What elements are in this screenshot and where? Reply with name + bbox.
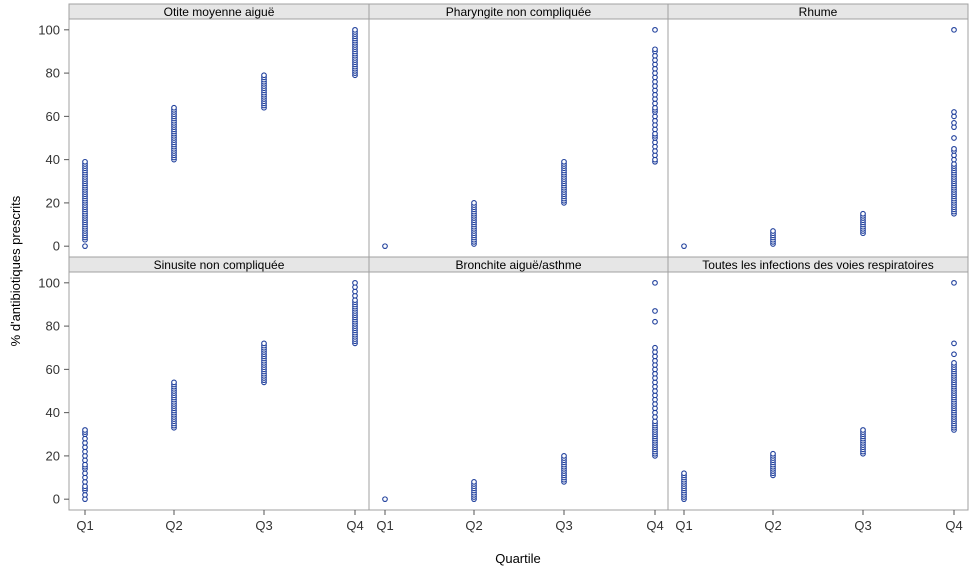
y-tick-label-0-0: 0 [53,239,60,254]
panel-header-sinusite-non-compliquee [69,257,369,272]
x-tick-label-1-q4: Q4 [646,518,663,533]
panel-frame-rhume [667,3,969,258]
x-tick-label-1-q1: Q1 [376,518,393,533]
data-point-rhume-q4-28 [951,135,957,141]
data-point-toutes-les-infections-des-voies-respiratoires-q2-10 [770,450,776,457]
data-points [82,26,957,503]
data-point-bronchite-aigue-asthme-q4-34 [652,318,658,325]
y-tick-label-0-40: 40 [46,152,60,167]
data-point-pharyngite-non-compliquee-q4-30 [652,26,658,33]
data-point-otite-moyenne-aigue-q1-0 [82,243,88,250]
data-point-rhume-q4-30 [951,120,957,126]
y-tick-label-1-0: 0 [53,492,60,507]
panel-header-otite-moyenne-aigue [69,4,369,19]
y-tick-label-1-100: 100 [38,275,60,290]
data-point-rhume-q1-0 [681,243,687,250]
data-point-toutes-les-infections-des-voies-respiratoires-q4-31 [951,360,957,366]
data-point-rhume-q4-33 [951,26,957,33]
y-tick-label-0-60: 60 [46,109,60,124]
data-point-toutes-les-infections-des-voies-respiratoires-q4-32 [951,351,957,358]
x-tick-label-2-q4: Q4 [945,518,962,533]
data-point-otite-moyenne-aigue-q1-37 [82,158,88,165]
panel-frame-bronchite-aigue-asthme [368,256,669,511]
panel-title-toutes-les-infections-des-voies-respiratoires: Toutes les infections des voies respirat… [702,258,933,272]
x-tick-label-0-q1: Q1 [76,518,93,533]
panel-title-pharyngite-non-compliquee: Pharyngite non compliquée [446,5,592,19]
data-point-rhume-q2-6 [770,228,776,234]
x-tick-label-2-q2: Q2 [764,518,781,533]
data-point-bronchite-aigue-asthme-q4-35 [652,308,658,314]
axes: 0 20 40 60 80 100 0 20 40 60 80 100 Q1 Q2 Q3 Q4 Q1 Q2 Q3 Q4… [38,22,962,533]
data-point-toutes-les-infections-des-voies-respiratoires-q1-12 [681,470,687,477]
data-point-pharyngite-non-compliquee-q4-29 [652,46,658,53]
data-point-bronchite-aigue-asthme-q4-33 [652,344,658,351]
panel-header-toutes-les-infections-des-voies-respiratoires [668,257,968,272]
y-tick-label-0-80: 80 [46,66,60,81]
data-point-otite-moyenne-aigue-q2-24 [171,104,177,111]
data-point-otite-moyenne-aigue-q3-15 [261,72,267,79]
data-point-rhume-q3-9 [860,210,866,217]
data-point-bronchite-aigue-asthme-q2-8 [471,479,477,485]
data-point-toutes-les-infections-des-voies-respiratoires-q4-34 [951,279,957,286]
data-point-pharyngite-non-compliquee-q1-0 [382,243,388,250]
x-tick-label-0-q2: Q2 [165,518,182,533]
y-tick-label-0-100: 100 [38,22,60,37]
panel-header-pharyngite-non-compliquee [369,4,668,19]
data-point-bronchite-aigue-asthme-q3-12 [561,453,567,459]
panel-frame-otite-moyenne-aigue [68,3,370,258]
data-point-toutes-les-infections-des-voies-respiratoires-q4-33 [951,340,957,347]
data-point-sinusite-non-compliquee-q1-19 [82,427,88,433]
data-point-sinusite-non-compliquee-q3-18 [261,340,267,347]
panel-frame-pharyngite-non-compliquee [368,3,669,258]
data-point-bronchite-aigue-asthme-q1-0 [382,496,388,503]
y-axis-title: % d'antibiotiques prescrits [8,195,23,346]
data-point-rhume-q4-27 [951,145,957,152]
y-tick-label-1-20: 20 [46,448,60,463]
panel-title-sinusite-non-compliquee: Sinusite non compliquée [154,258,285,272]
panel-title-rhume: Rhume [799,5,838,19]
x-tick-label-0-q4: Q4 [346,518,363,533]
x-axis-title: Quartile [495,551,541,566]
data-point-toutes-les-infections-des-voies-respiratoires-q3-11 [860,427,866,433]
y-tick-label-1-60: 60 [46,362,60,377]
panel-frame-sinusite-non-compliquee [68,256,370,511]
panel-header-bronchite-aigue-asthme [369,257,668,272]
data-point-rhume-q4-32 [951,109,957,115]
data-point-sinusite-non-compliquee-q4-24 [352,279,358,286]
panel-title-bronchite-aigue-asthme: Bronchite aiguë/asthme [455,258,581,272]
y-tick-label-0-20: 20 [46,195,60,210]
data-point-otite-moyenne-aigue-q4-21 [352,26,358,33]
panel-header-rhume [668,4,968,19]
panel-frame-toutes-les-infections-des-voies-respiratoires [667,256,969,511]
x-tick-label-1-q2: Q2 [465,518,482,533]
data-point-sinusite-non-compliquee-q2-21 [171,379,177,386]
data-point-bronchite-aigue-asthme-q4-36 [652,279,658,286]
x-tick-label-1-q3: Q3 [555,518,572,533]
y-tick-label-1-40: 40 [46,405,60,420]
panel-frames [68,3,969,511]
x-tick-label-2-q1: Q1 [675,518,692,533]
data-point-pharyngite-non-compliquee-q3-19 [561,158,567,165]
y-tick-label-1-80: 80 [46,319,60,334]
x-tick-label-2-q3: Q3 [854,518,871,533]
panel-title-otite-moyenne-aigue: Otite moyenne aiguë [164,5,275,19]
data-point-pharyngite-non-compliquee-q2-19 [471,200,477,206]
x-tick-label-0-q3: Q3 [255,518,272,533]
panel-headers: Otite moyenne aiguë Pharyngite non compli… [69,4,968,273]
